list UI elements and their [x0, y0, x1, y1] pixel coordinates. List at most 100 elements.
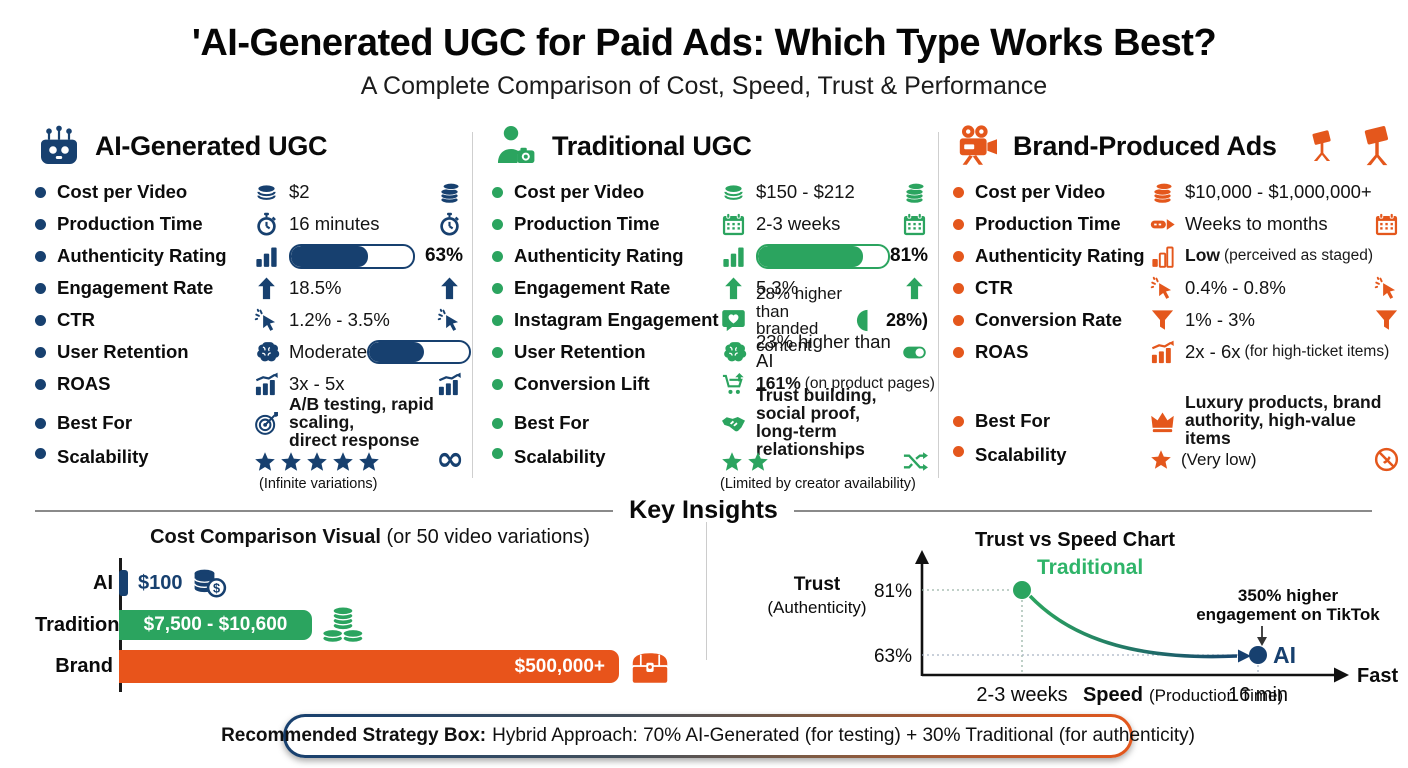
right-group [901, 275, 928, 302]
row-value-area: Luxury products, brand authority, high-v… [1149, 393, 1400, 448]
right-group [1373, 211, 1400, 238]
x-end-label: Fast [1357, 665, 1398, 687]
scalability-line: ∞ [253, 442, 464, 476]
treasure-icon [627, 644, 673, 690]
brain-icon [253, 339, 280, 366]
coins-dollar-icon: $ [191, 565, 227, 601]
row-value: 0.4% - 0.8% [1185, 276, 1286, 298]
bullet-icon [492, 218, 503, 230]
strategy-text: Hybrid Approach: 70% AI-Generated (for t… [492, 725, 1195, 746]
cost-bar-label: Traditional [35, 613, 137, 636]
bullet-icon [492, 250, 503, 262]
row-value-area: Moderate [253, 339, 472, 366]
row-label: User Retention [57, 340, 189, 362]
row-value: 1% - 3% [1185, 308, 1255, 330]
star-icon [746, 450, 770, 474]
row-value: 5.3% [756, 276, 799, 298]
x-tick-left: 2-3 weeks [976, 684, 1067, 706]
comparison-row: Best For Trust building, social proof, lo… [492, 386, 928, 458]
right-group: 63% [425, 245, 463, 267]
comparison-row: Cost per Video $10,000 - $1,000,000+ [953, 176, 1400, 208]
bullet-icon [492, 448, 503, 459]
row-value-area: 81% [720, 243, 928, 270]
row-caption: (Infinite variations) [259, 476, 378, 492]
row-value: 3x - 5x [289, 372, 345, 394]
funnel-icon [1373, 307, 1400, 334]
calendar-icon [1373, 211, 1400, 238]
row-value-area: 28% higher than branded content 28%) [720, 284, 928, 356]
calendar-icon [901, 211, 928, 238]
row-value-area: 2x - 6x (for high-ticket items) [1149, 339, 1400, 366]
row-label: Production Time [57, 212, 203, 234]
comparison-row: Scalability (Very low) [953, 444, 1400, 498]
recommended-strategy-box: Recommended Strategy Box: Hybrid Approac… [221, 714, 1195, 758]
column-title: AI-Generated UGC [95, 130, 328, 161]
row-value-area: 23% higher than AI [720, 332, 928, 371]
retention-pill [367, 340, 472, 364]
toggle-icon [901, 339, 928, 366]
chart-icon [1149, 339, 1176, 366]
strategy-box-inner: Recommended Strategy Box: Hybrid Approac… [221, 717, 1195, 755]
star-note: (Very low) [1181, 449, 1257, 469]
annotation-line2: engagement on TikTok [1196, 605, 1380, 624]
no-sign-icon [1373, 446, 1400, 473]
column-ai-generated-ugc: AI-Generated UGC Cost per Video $2 Producti… [35, 118, 472, 500]
row-value-note: (on product pages) [804, 375, 935, 392]
progress-fill [758, 245, 864, 267]
x-axis-label: Speed [1083, 684, 1143, 706]
charts-divider [706, 522, 707, 660]
annotation-line1: 350% higher [1238, 586, 1339, 605]
row-value-area: A/B testing, rapid scaling, direct respo… [253, 395, 463, 450]
row-value: Weeks to months [1185, 212, 1328, 234]
bullet-icon [35, 282, 46, 294]
scalability-line: (Very low) [1149, 446, 1400, 473]
bullet-icon [35, 186, 46, 198]
row-value-area: 63% [253, 243, 463, 270]
star-icon [331, 450, 355, 474]
arrow-up-icon [901, 275, 928, 302]
bullet-icon [35, 448, 46, 459]
comparison-row: Conversion Lift 161% (on product pages) [492, 368, 935, 400]
tape-arrow-icon [1149, 211, 1176, 238]
bullet-icon [35, 417, 46, 429]
star-icon [1149, 448, 1173, 472]
row-label: Instagram Engagement [514, 308, 719, 330]
right-group [1373, 307, 1400, 334]
row-label: Conversion Lift [514, 372, 650, 394]
comparison-row: Best For A/B testing, rapid scaling, dire… [35, 395, 463, 449]
row-value-area: $10,000 - $1,000,000+ [1149, 179, 1400, 206]
row-label: CTR [57, 308, 96, 330]
shuffle-icon [901, 448, 928, 475]
row-caption: (Limited by creator availability) [720, 476, 916, 492]
row-value: 28% higher than branded content [756, 284, 843, 356]
row-label: Scalability [975, 444, 1067, 465]
stopwatch-icon [436, 211, 463, 238]
column-header: AI-Generated UGC [35, 118, 463, 174]
row-value: 18.5% [289, 276, 342, 298]
cost-bar-row: Traditional $7,500 - $10,600 [35, 606, 705, 644]
bullet-icon [35, 378, 46, 390]
scalability-line [720, 448, 928, 475]
right-group [367, 340, 472, 364]
robot-icon [35, 122, 83, 170]
trust-speed-curve [1028, 594, 1238, 659]
row-label: Production Time [514, 212, 660, 234]
row-value-area: 16 minutes [253, 211, 463, 238]
star-icon [279, 450, 303, 474]
comparison-row: Authenticity Rating 81% [492, 240, 928, 272]
cost-bar-label: Brand [55, 655, 113, 677]
y-axis-label: Trust [794, 574, 841, 595]
row-label: Authenticity Rating [975, 244, 1145, 266]
page-subtitle: A Complete Comparison of Cost, Speed, Tr… [360, 72, 1048, 100]
row-label: Scalability [514, 446, 606, 467]
comparison-row: Cost per Video $150 - $212 [492, 176, 928, 208]
column-header: Brand-Produced Ads [953, 118, 1400, 174]
bars-low-icon [1149, 243, 1176, 270]
half-pie-icon [854, 307, 881, 334]
column-divider [472, 132, 473, 478]
chart-icon [436, 371, 463, 398]
cursor-icon [1373, 275, 1400, 302]
coin-icon [720, 179, 747, 206]
row-value: $2 [289, 180, 310, 202]
